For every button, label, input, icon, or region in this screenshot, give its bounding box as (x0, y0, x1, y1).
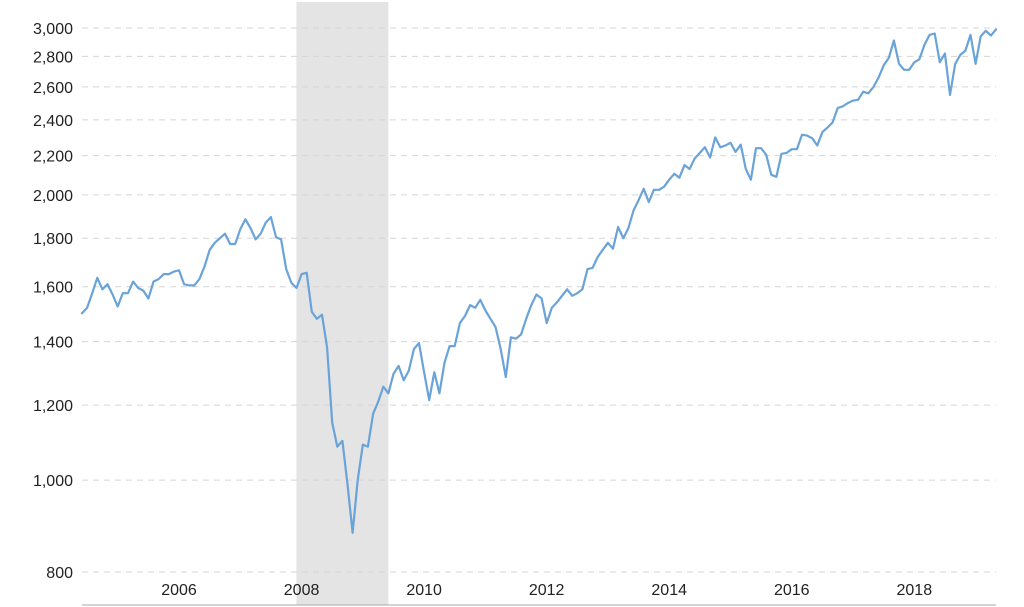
x-tick-label: 2008 (284, 582, 320, 599)
y-tick-label: 2,200 (33, 149, 73, 166)
x-tick-label: 2006 (161, 582, 197, 599)
x-tick-label: 2016 (774, 582, 810, 599)
x-axis-ticks: 2006 2008 2010 2012 2014 2016 2018 (161, 582, 932, 599)
y-tick-label: 2,800 (33, 49, 73, 66)
series-line-0 (80, 28, 998, 534)
y-tick-label: 1,000 (33, 473, 73, 490)
y-tick-label: 1,600 (33, 280, 73, 297)
gridlines (82, 27, 996, 573)
y-tick-label: 1,800 (33, 231, 73, 248)
y-tick-label: 2,000 (33, 188, 73, 205)
y-tick-label: 1,200 (33, 398, 73, 415)
x-tick-label: 2012 (529, 582, 565, 599)
series (80, 28, 998, 534)
x-tick-label: 2014 (651, 582, 687, 599)
y-axis-ticks: 800 1,000 1,200 1,400 1,600 1,800 2,000 2,200 2,… (33, 21, 73, 582)
x-tick-label: 2018 (897, 582, 933, 599)
y-tick-label: 800 (46, 565, 73, 582)
x-tick-label: 2010 (406, 582, 442, 599)
y-tick-label: 2,400 (33, 113, 73, 130)
y-tick-label: 2,600 (33, 80, 73, 97)
y-tick-label: 3,000 (33, 21, 73, 38)
y-tick-label: 1,400 (33, 335, 73, 352)
